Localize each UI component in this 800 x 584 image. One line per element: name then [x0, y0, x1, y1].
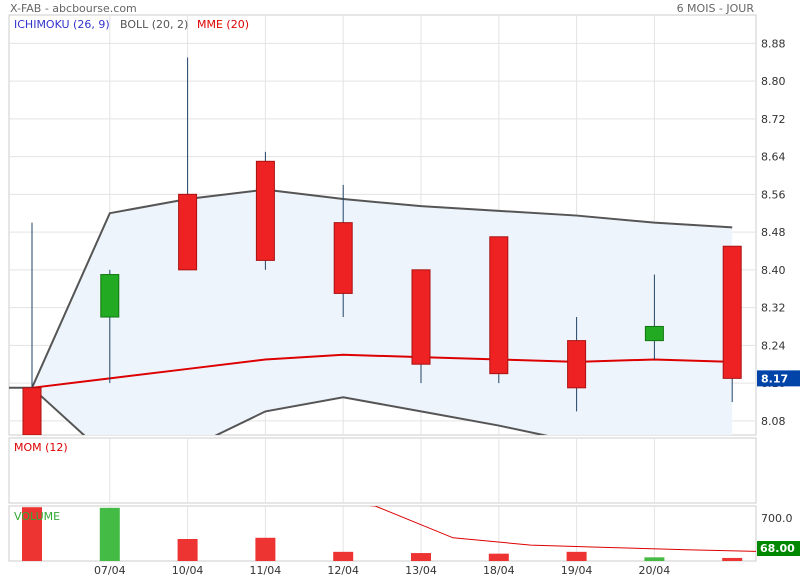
momentum-panel-frame	[8, 437, 757, 504]
mme-legend: MME (20)	[197, 18, 250, 31]
candle[interactable]	[178, 57, 198, 271]
volume-average-line	[368, 506, 756, 552]
volume-panel-frame	[8, 505, 757, 562]
candle[interactable]	[722, 245, 742, 402]
price-tick-label: 8.48	[761, 226, 786, 239]
chart-title: X-FAB - abcbourse.com	[10, 2, 137, 15]
x-tick-label: 19/04	[561, 564, 593, 577]
volume-value-tag	[757, 541, 800, 556]
volume-bar	[566, 551, 587, 561]
volume-bar	[99, 507, 120, 561]
x-tick-label: 10/04	[172, 564, 204, 577]
price-tick-label: 8.72	[761, 113, 786, 126]
candle-body	[100, 274, 120, 318]
bollinger-band	[9, 188, 733, 435]
price-tick-label: 8.88	[761, 37, 786, 50]
candle[interactable]	[255, 151, 275, 270]
candle-body	[178, 193, 198, 271]
boll-legend: BOLL (20, 2)	[120, 18, 189, 31]
candle-body	[255, 160, 275, 261]
x-tick-label: 13/04	[405, 564, 437, 577]
axis-labels: 07/04 10/04 11/04 12/04 13/04 18/04 19/04 20/04…	[94, 37, 800, 577]
volume-bar	[255, 537, 276, 561]
last-price-tag	[757, 370, 800, 387]
candle[interactable]	[644, 274, 664, 360]
period-label[interactable]: 6 MOIS - JOUR	[676, 2, 754, 15]
candle[interactable]	[22, 222, 42, 435]
candles	[22, 57, 742, 435]
x-tick-label: 20/04	[639, 564, 671, 577]
price-panel-frame	[8, 14, 757, 436]
mom-legend: MOM (12)	[14, 441, 68, 454]
candle-body	[489, 236, 509, 375]
price-tick-label: 8.08	[761, 415, 786, 428]
price-tick-label: 8.80	[761, 75, 786, 88]
volume-bar	[22, 507, 42, 561]
candle-body	[333, 222, 353, 294]
candle[interactable]	[333, 184, 353, 318]
bollinger-fill	[32, 189, 733, 435]
last-price-label: 8.17	[761, 372, 788, 385]
volume-bar	[333, 551, 354, 561]
candle[interactable]	[489, 236, 509, 384]
price-tick-label: 8.64	[761, 151, 786, 164]
price-tick-label: 8.56	[761, 188, 786, 201]
candle-body	[567, 340, 587, 389]
volume-bars	[22, 506, 756, 561]
price-tick-label: 8.32	[761, 302, 786, 315]
price-tick-label: 8.24	[761, 339, 786, 352]
bollinger-upper-line	[31, 188, 733, 389]
price-tick-label: 8.40	[761, 264, 786, 277]
x-tick-label: 07/04	[94, 564, 126, 577]
volume-bar	[411, 553, 431, 561]
volume-tick-label: 700.0	[761, 512, 793, 525]
mme-line	[31, 353, 733, 389]
candle-body	[411, 269, 431, 365]
volume-bar	[488, 553, 509, 561]
x-tick-label: 12/04	[327, 564, 359, 577]
ichimoku-legend: ICHIMOKU (26, 9)	[14, 18, 110, 31]
volume-value-label: 68.00	[760, 542, 795, 555]
volume-bar	[722, 557, 743, 561]
volume-bar	[644, 557, 665, 561]
candle-body	[644, 325, 664, 342]
x-tick-label: 18/04	[483, 564, 515, 577]
volume-legend: VOLUME	[14, 510, 61, 523]
candle[interactable]	[567, 317, 587, 412]
panel-frames	[8, 14, 757, 562]
bollinger-lower-line	[31, 387, 549, 435]
candle-body	[22, 387, 42, 435]
candle-body	[722, 245, 742, 379]
x-tick-label: 11/04	[250, 564, 282, 577]
candle[interactable]	[100, 269, 120, 384]
candle[interactable]	[411, 269, 431, 384]
volume-bar	[177, 539, 198, 561]
